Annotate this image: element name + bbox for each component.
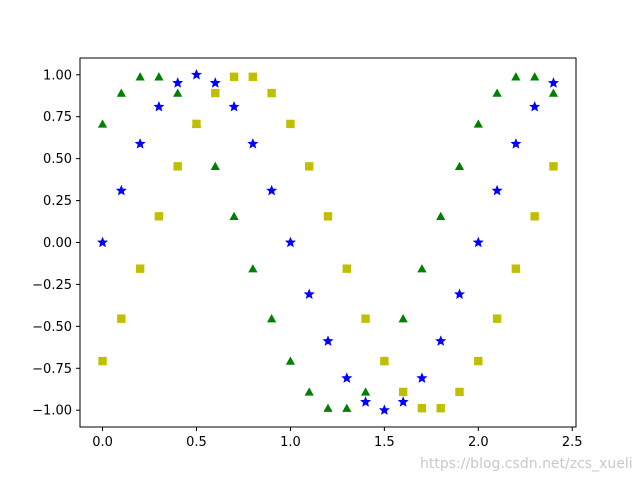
x-axis: 0.0 0.5 1.0 1.5 2.0 2.5 <box>92 427 583 450</box>
x-tick-label: 1.0 <box>280 435 301 450</box>
y-tick-label: 0.75 <box>43 110 72 125</box>
series-triangle <box>97 72 559 412</box>
watermark-text: https://blog.csdn.net/zcs_xueli <box>420 456 633 472</box>
data-point-square <box>248 72 258 81</box>
data-point-star <box>303 288 315 300</box>
data-point-star <box>172 77 184 88</box>
data-point-star <box>209 77 221 88</box>
data-point-square <box>342 264 351 273</box>
data-point-square <box>98 356 107 366</box>
data-point-square <box>192 119 201 129</box>
data-point-square <box>267 88 276 98</box>
series-star <box>97 68 559 415</box>
data-point-star <box>190 68 203 80</box>
data-point-triangle <box>454 161 465 171</box>
data-point-star <box>472 236 484 248</box>
data-point-star <box>115 184 127 196</box>
data-point-square <box>380 356 389 366</box>
data-point-star <box>547 77 559 88</box>
y-axis: −1.00 −0.75 −0.50 −0.25 0.00 0.25 0.50 0.75 1.00 <box>32 68 80 419</box>
data-point-triangle <box>173 88 183 97</box>
x-tick-label: 2.0 <box>468 435 489 450</box>
data-point-star <box>153 101 165 112</box>
data-point-triangle <box>511 72 521 81</box>
y-tick-label: 0.25 <box>43 194 72 209</box>
data-point-square <box>229 72 239 81</box>
data-point-triangle <box>116 88 126 97</box>
data-point-square <box>361 314 370 323</box>
data-point-triangle <box>473 119 483 128</box>
data-point-square <box>323 212 333 221</box>
data-point-square <box>286 119 295 129</box>
data-point-triangle <box>154 72 164 81</box>
data-point-square <box>135 264 145 273</box>
x-tick-label: 2.5 <box>562 435 583 450</box>
data-point-square <box>417 404 427 413</box>
data-point-square <box>305 162 314 171</box>
data-point-triangle <box>210 161 220 171</box>
data-point-triangle <box>267 314 277 323</box>
y-tick-label: −0.50 <box>32 320 72 335</box>
data-point-triangle <box>248 264 258 273</box>
data-point-triangle <box>360 387 371 396</box>
data-point-star <box>491 184 503 196</box>
data-point-star <box>266 184 278 196</box>
data-point-triangle <box>548 88 559 97</box>
data-point-star <box>134 138 146 149</box>
x-tick-label: 0.5 <box>186 435 207 450</box>
data-point-star <box>510 138 522 149</box>
data-point-triangle <box>304 387 314 396</box>
y-tick-label: −1.00 <box>32 404 72 419</box>
y-tick-label: 0.50 <box>43 152 72 167</box>
data-point-triangle <box>285 356 296 365</box>
data-point-square <box>455 387 464 397</box>
data-point-star <box>322 335 334 346</box>
axes-frame <box>79 57 577 428</box>
data-point-star <box>416 372 428 383</box>
x-tick-label: 0.0 <box>92 435 113 450</box>
data-point-star <box>341 372 353 383</box>
data-point-square <box>398 387 408 397</box>
data-point-square <box>173 162 182 171</box>
data-point-star <box>97 236 109 248</box>
data-point-square <box>117 314 126 323</box>
data-point-triangle <box>492 88 502 97</box>
data-point-triangle <box>436 211 446 221</box>
data-point-square <box>492 314 502 323</box>
series-square <box>98 72 558 413</box>
data-point-star <box>529 101 541 112</box>
data-point-square <box>530 212 539 221</box>
data-point-star <box>284 236 296 248</box>
data-point-triangle <box>417 264 427 273</box>
data-point-star <box>247 138 259 149</box>
data-point-triangle <box>135 72 145 81</box>
data-point-square <box>474 356 483 366</box>
y-tick-label: 0.00 <box>43 236 72 251</box>
data-point-star <box>378 404 390 415</box>
data-point-triangle <box>398 314 408 323</box>
data-point-square <box>154 212 164 221</box>
data-point-star <box>397 396 409 407</box>
y-tick-label: −0.75 <box>32 362 72 377</box>
data-point-square <box>436 404 445 413</box>
y-tick-label: −0.25 <box>32 278 72 293</box>
data-point-star <box>360 396 372 407</box>
x-tick-label: 1.5 <box>374 435 395 450</box>
y-tick-label: 1.00 <box>43 68 72 83</box>
data-point-triangle <box>323 403 333 412</box>
data-point-triangle <box>342 403 352 412</box>
data-point-triangle <box>97 119 108 128</box>
data-point-star <box>228 101 240 112</box>
data-point-triangle <box>229 211 239 221</box>
data-point-star <box>453 288 466 300</box>
data-point-triangle <box>530 72 540 81</box>
data-point-star <box>435 335 447 346</box>
data-point-square <box>511 264 521 273</box>
plot-area <box>97 68 559 415</box>
data-point-square <box>549 162 558 171</box>
data-point-square <box>211 88 220 98</box>
